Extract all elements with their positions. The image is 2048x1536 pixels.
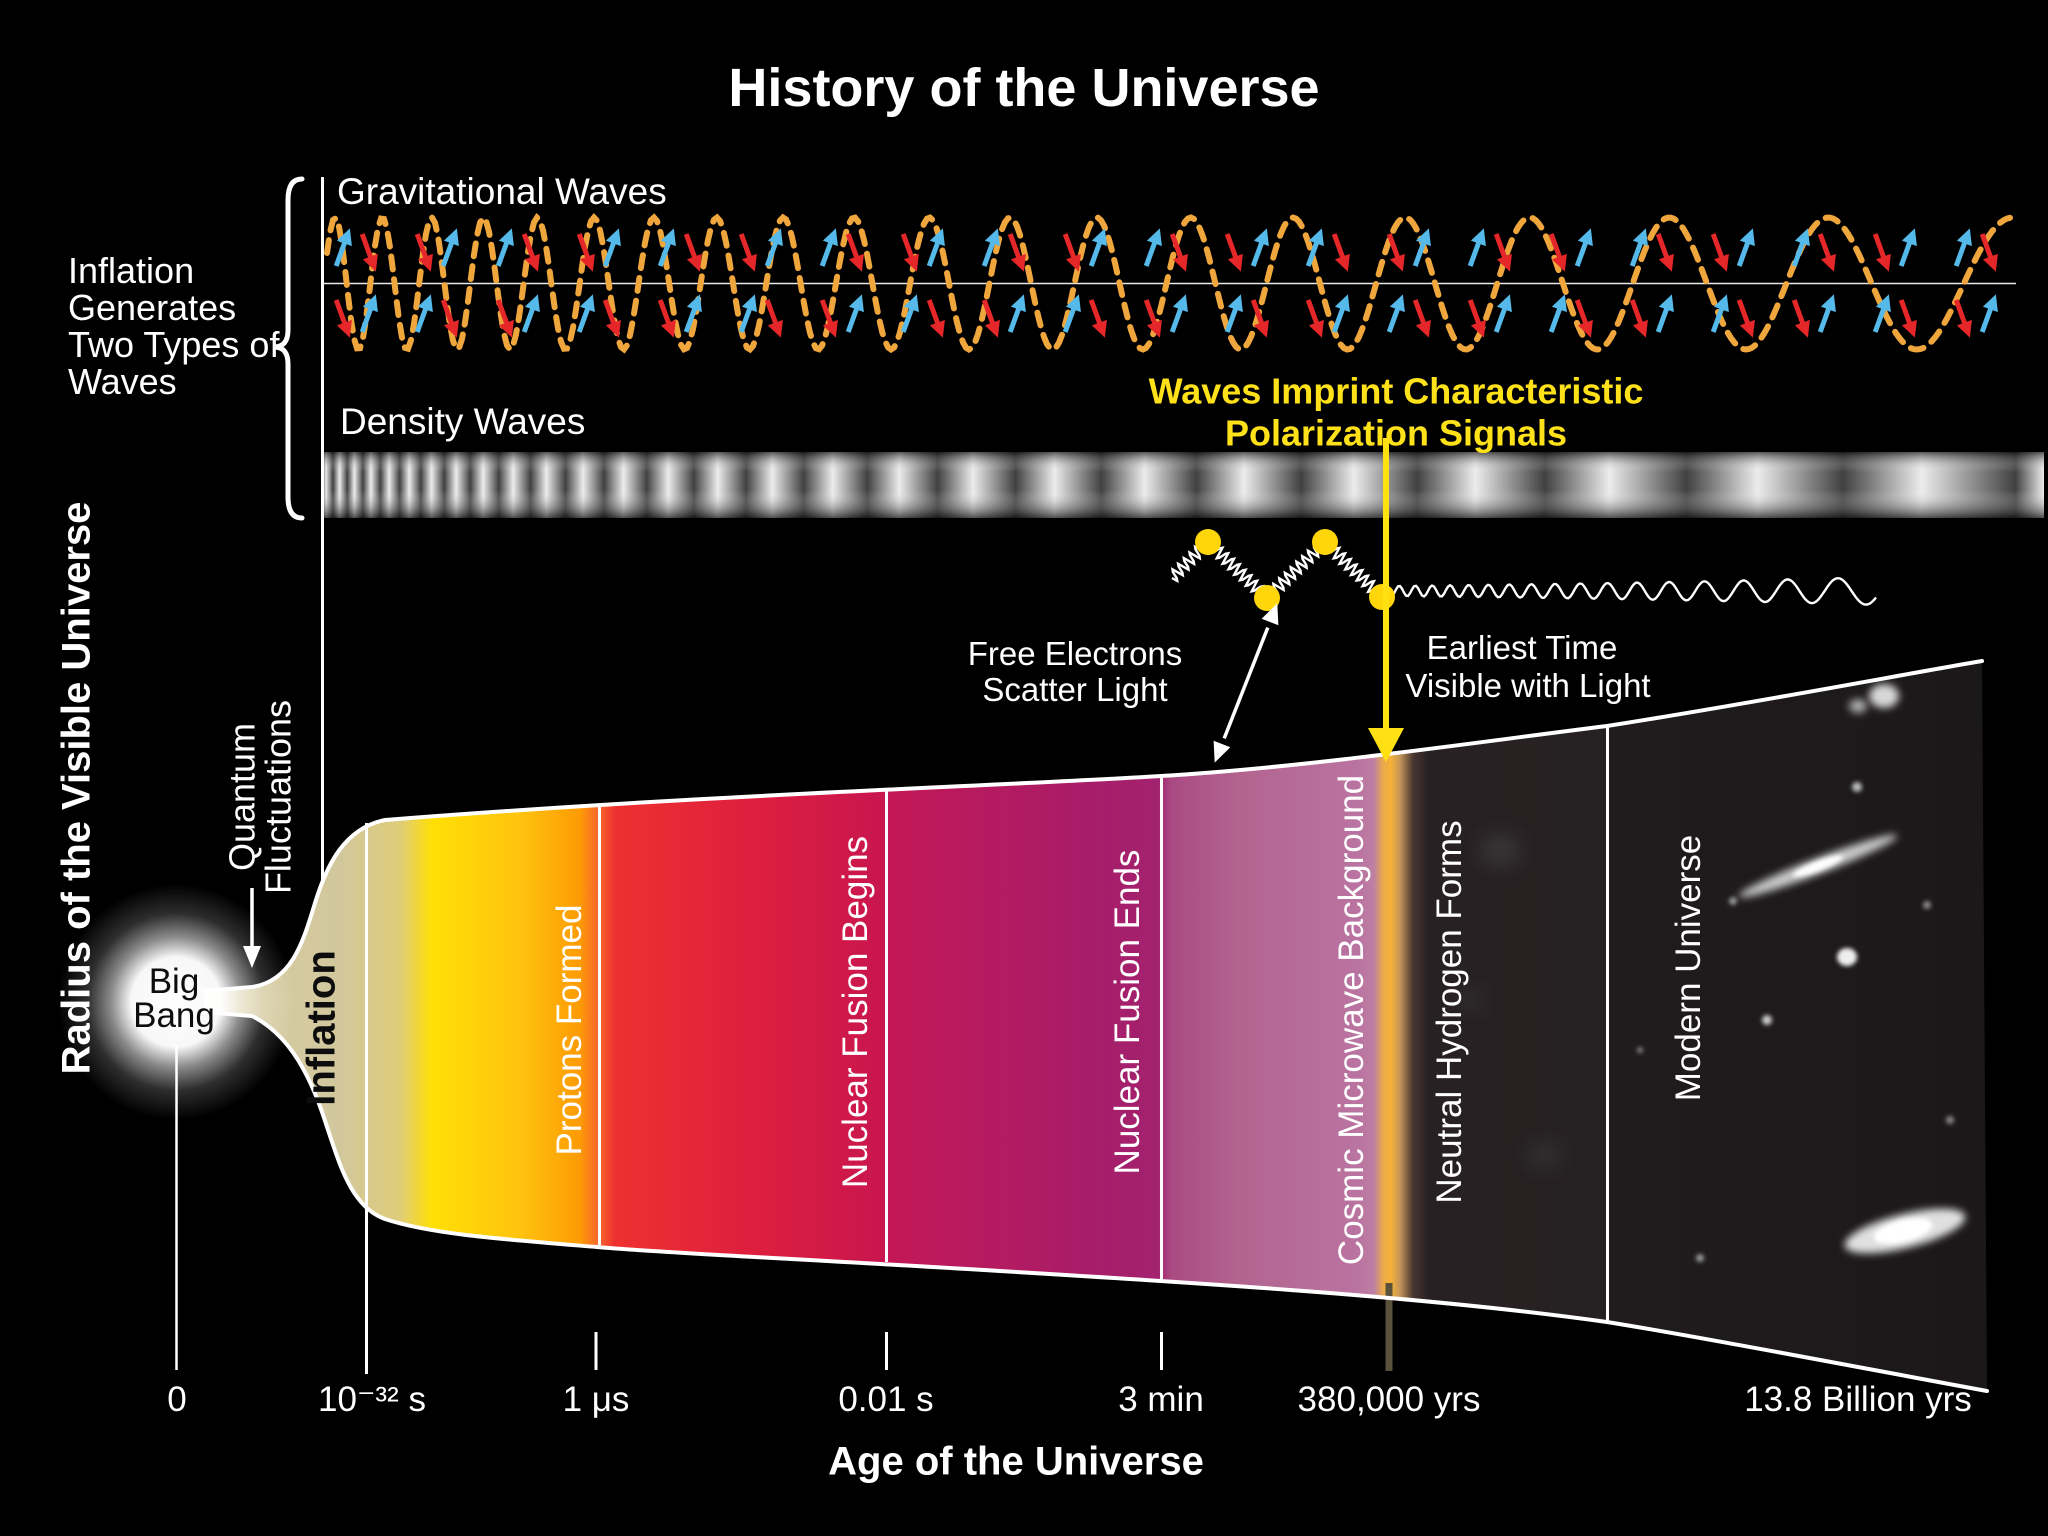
page-title: History of the Universe xyxy=(728,57,1320,118)
scatter-pointer-arrow xyxy=(1213,603,1279,763)
density-wave-bar xyxy=(322,452,2044,518)
quantum-fluctuations-label-line2: Fluctuations xyxy=(257,699,299,895)
density-waves-label: Density Waves xyxy=(340,401,586,442)
electron-dot xyxy=(1195,529,1221,555)
cone-region-label-1: Protons Formed xyxy=(550,904,590,1156)
free-electrons-label-line2: Scatter Light xyxy=(982,671,1168,709)
gravitational-wave-plot xyxy=(322,212,2016,355)
axis-tick-label-6: 380,000 yrs xyxy=(1297,1380,1481,1420)
brace-line-1: Inflation xyxy=(68,250,195,291)
axis-tick-label-3: 1 μs xyxy=(562,1380,630,1420)
earliest-time-label-line2: Visible with Light xyxy=(1405,667,1651,705)
era-divider-lines xyxy=(365,727,1609,1374)
inflation-region-label: Inflation xyxy=(299,950,344,1106)
brace-line-2: Generates xyxy=(68,287,237,328)
big-bang-glow xyxy=(58,884,294,1370)
earliest-time-label-line1: Earliest Time xyxy=(1426,629,1618,667)
expansion-cone xyxy=(202,659,1989,1393)
radius-axis-label: Radius of the Visible Universe xyxy=(54,501,99,1075)
polarization-arrow xyxy=(1368,438,1404,762)
photon-scatter-squiggle xyxy=(1170,529,1877,611)
brace-line-3: Two Types of xyxy=(68,324,280,365)
free-electrons-label-line1: Free Electrons xyxy=(967,635,1183,673)
galaxy-field xyxy=(1458,684,1966,1262)
electron-dot xyxy=(1254,585,1280,611)
axis-tick-marks xyxy=(594,1332,1163,1370)
axis-tick-label-2: 10⁻³² s xyxy=(318,1380,426,1420)
electron-dot xyxy=(1312,529,1338,555)
polarization-label-line2: Polarization Signals xyxy=(1224,412,1568,454)
big-bang-label-line1: Big xyxy=(148,962,200,1002)
cone-region-label-2: Nuclear Fusion Begins xyxy=(836,835,876,1189)
cone-region-label-5: Neutral Hydrogen Forms xyxy=(1430,820,1470,1204)
axis-title: Age of the Universe xyxy=(828,1439,1204,1484)
axis-tick-label-5: 3 min xyxy=(1118,1380,1204,1420)
two-types-brace xyxy=(273,176,305,521)
cone-region-label-6: Modern Universe xyxy=(1669,834,1709,1102)
inflation-generates-label: Inflation Generates Two Types of Waves xyxy=(68,252,279,400)
electron-dot xyxy=(1369,584,1395,610)
cone-region-label-3: Nuclear Fusion Ends xyxy=(1108,849,1148,1175)
big-bang-label-line2: Bang xyxy=(133,996,215,1036)
brace-line-4: Waves xyxy=(68,361,177,402)
gravitational-waves-label: Gravitational Waves xyxy=(337,171,667,212)
polarization-label-line1: Waves Imprint Characteristic xyxy=(1148,370,1644,412)
axis-tick-label-7: 13.8 Billion yrs xyxy=(1744,1380,1972,1420)
cone-region-label-4: Cosmic Microwave Background xyxy=(1332,774,1372,1266)
axis-tick-label-4: 0.01 s xyxy=(838,1380,934,1420)
quantum-fluctuations-arrow xyxy=(243,888,261,968)
axis-tick-label-1: 0 xyxy=(167,1380,187,1420)
